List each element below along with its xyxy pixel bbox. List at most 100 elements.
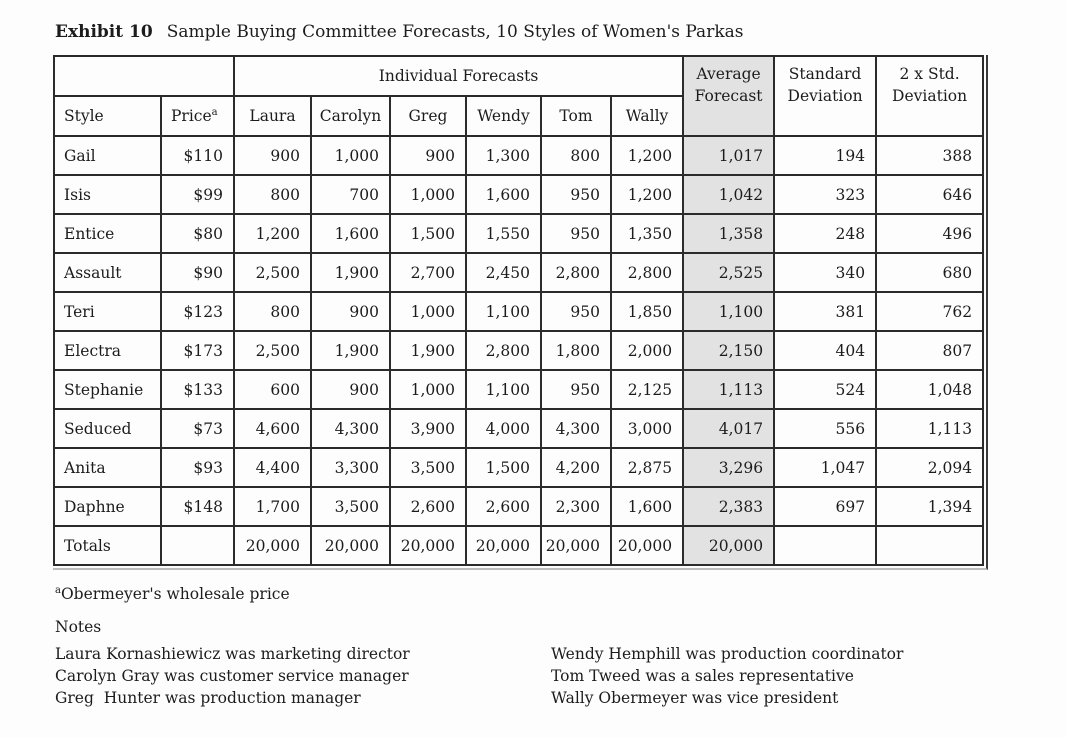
- std-deviation-cell: 323: [773, 174, 878, 215]
- header-tom: Tom: [540, 95, 612, 137]
- price-cell: $123: [160, 291, 235, 332]
- totals-row: Totals 20,000 20,000 20,000 20,000 20,00…: [53, 525, 985, 566]
- header-two-std-deviation: 2 x Std. Deviation: [875, 55, 985, 137]
- header-style: Style: [53, 95, 162, 137]
- forecast-wendy-cell: 1,100: [465, 291, 542, 332]
- forecast-greg-cell: 1,000: [389, 291, 467, 332]
- style-cell: Daphne: [53, 486, 162, 527]
- forecast-carolyn-cell: 700: [310, 174, 391, 215]
- two-std-deviation-cell: 646: [875, 174, 985, 215]
- exhibit-page: Exhibit 10 Sample Buying Committee Foreca…: [53, 22, 1067, 709]
- table-body: Gail $110 900 1,000 900 1,300 800 1,200 …: [53, 135, 985, 527]
- notes-right-column: Wendy Hemphill was production coordinato…: [551, 645, 904, 707]
- forecast-laura-cell: 4,400: [233, 447, 312, 488]
- std-deviation-cell: 524: [773, 369, 878, 410]
- forecast-wally-cell: 1,600: [609, 486, 685, 527]
- totals-tom: 20,000: [540, 525, 612, 566]
- std-deviation-cell: 404: [773, 330, 878, 371]
- forecast-carolyn-cell: 3,300: [310, 447, 391, 488]
- style-cell: Electra: [53, 330, 162, 371]
- two-std-deviation-cell: 1,048: [875, 369, 985, 410]
- forecast-greg-cell: 1,000: [389, 369, 467, 410]
- table-row: Stephanie $133 600 900 1,000 1,100 950 2…: [53, 369, 985, 410]
- totals-laura: 20,000: [233, 525, 312, 566]
- forecast-tom-cell: 950: [540, 174, 612, 215]
- average-forecast-cell: 2,150: [682, 330, 776, 371]
- table-row: Anita $93 4,400 3,300 3,500 1,500 4,200 …: [53, 447, 985, 488]
- forecast-wally-cell: 1,200: [609, 135, 685, 176]
- forecast-laura-cell: 4,600: [233, 408, 312, 449]
- forecast-tom-cell: 4,200: [540, 447, 612, 488]
- forecast-wally-cell: 1,850: [609, 291, 685, 332]
- style-cell: Isis: [53, 174, 162, 215]
- totals-carolyn: 20,000: [310, 525, 391, 566]
- price-cell: $133: [160, 369, 235, 410]
- style-cell: Entice: [53, 213, 162, 254]
- forecast-laura-cell: 900: [233, 135, 312, 176]
- forecast-greg-cell: 2,600: [389, 486, 467, 527]
- forecast-tom-cell: 2,800: [540, 252, 612, 293]
- exhibit-title-text: Sample Buying Committee Forecasts, 10 St…: [166, 22, 744, 42]
- forecast-wally-cell: 3,000: [609, 408, 685, 449]
- forecast-tom-cell: 950: [540, 291, 612, 332]
- forecast-wally-cell: 1,200: [609, 174, 685, 215]
- std-deviation-cell: 248: [773, 213, 878, 254]
- totals-wally: 20,000: [609, 525, 685, 566]
- average-forecast-cell: 1,042: [682, 174, 776, 215]
- forecast-laura-cell: 800: [233, 174, 312, 215]
- forecast-laura-cell: 2,500: [233, 252, 312, 293]
- forecast-carolyn-cell: 3,500: [310, 486, 391, 527]
- std-deviation-cell: 340: [773, 252, 878, 293]
- header-greg: Greg: [389, 95, 467, 137]
- header-wally: Wally: [609, 95, 685, 137]
- header-laura: Laura: [233, 95, 312, 137]
- two-std-deviation-cell: 1,394: [875, 486, 985, 527]
- two-std-deviation-cell: 1,113: [875, 408, 985, 449]
- forecast-carolyn-cell: 1,900: [310, 252, 391, 293]
- forecast-laura-cell: 1,200: [233, 213, 312, 254]
- forecast-greg-cell: 3,500: [389, 447, 467, 488]
- forecast-wendy-cell: 1,500: [465, 447, 542, 488]
- forecast-greg-cell: 900: [389, 135, 467, 176]
- forecast-carolyn-cell: 4,300: [310, 408, 391, 449]
- table-row: Teri $123 800 900 1,000 1,100 950 1,850 …: [53, 291, 985, 332]
- header-empty-cell: [53, 55, 235, 97]
- totals-two-std: [875, 525, 985, 566]
- table-row: Daphne $148 1,700 3,500 2,600 2,600 2,30…: [53, 486, 985, 527]
- two-std-deviation-cell: 762: [875, 291, 985, 332]
- header-name-row: Style Pricea Laura Carolyn Greg Wendy To…: [53, 95, 983, 137]
- forecast-greg-cell: 1,900: [389, 330, 467, 371]
- style-cell: Anita: [53, 447, 162, 488]
- table-header: Individual Forecasts Average Forecast St…: [53, 55, 985, 137]
- header-carolyn: Carolyn: [310, 95, 391, 137]
- average-forecast-cell: 1,113: [682, 369, 776, 410]
- forecast-carolyn-cell: 900: [310, 291, 391, 332]
- forecast-carolyn-cell: 1,000: [310, 135, 391, 176]
- totals-price: [160, 525, 235, 566]
- std-deviation-cell: 556: [773, 408, 878, 449]
- page-title: Exhibit 10 Sample Buying Committee Foreca…: [55, 22, 1067, 42]
- forecast-wendy-cell: 4,000: [465, 408, 542, 449]
- style-cell: Gail: [53, 135, 162, 176]
- forecast-wendy-cell: 2,600: [465, 486, 542, 527]
- forecast-greg-cell: 1,000: [389, 174, 467, 215]
- header-wendy: Wendy: [465, 95, 542, 137]
- style-cell: Teri: [53, 291, 162, 332]
- header-individual-forecasts: Individual Forecasts: [232, 55, 685, 97]
- two-std-deviation-cell: 680: [875, 252, 985, 293]
- forecast-wendy-cell: 1,600: [465, 174, 542, 215]
- std-deviation-cell: 194: [773, 135, 878, 176]
- forecast-carolyn-cell: 900: [310, 369, 391, 410]
- average-forecast-cell: 1,358: [682, 213, 776, 254]
- table-row: Gail $110 900 1,000 900 1,300 800 1,200 …: [53, 135, 985, 176]
- forecast-laura-cell: 2,500: [233, 330, 312, 371]
- totals-label: Totals: [53, 525, 162, 566]
- average-forecast-cell: 1,017: [682, 135, 776, 176]
- forecast-tom-cell: 950: [540, 369, 612, 410]
- forecast-wally-cell: 2,800: [609, 252, 685, 293]
- notes-section: Laura Kornashiewicz was marketing direct…: [55, 643, 1067, 709]
- price-cell: $148: [160, 486, 235, 527]
- footnote: aObermeyer's wholesale price: [55, 585, 1067, 603]
- average-forecast-cell: 1,100: [682, 291, 776, 332]
- header-price: Pricea: [160, 95, 235, 137]
